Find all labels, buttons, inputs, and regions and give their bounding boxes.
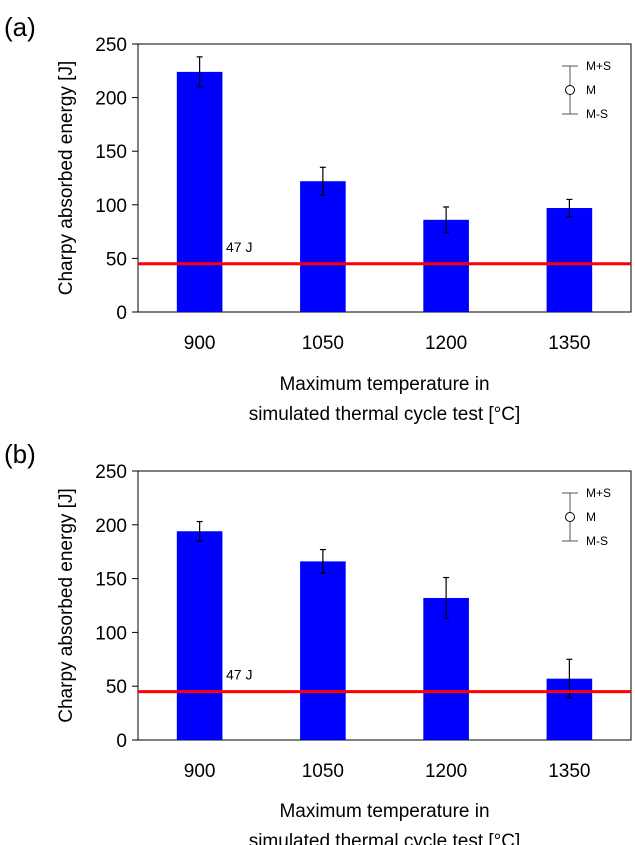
x-tick-label: 1050 xyxy=(302,333,344,354)
y-tick-label: 50 xyxy=(106,677,127,698)
reference-label: 47 J xyxy=(226,239,252,255)
y-tick-label: 100 xyxy=(95,196,127,217)
legend-mean-marker xyxy=(565,85,575,95)
legend-mid-label: M xyxy=(586,83,596,97)
legend-mid-label: M xyxy=(586,510,596,524)
y-tick-label: 0 xyxy=(116,731,127,752)
plot-frame xyxy=(137,470,632,741)
x-tick-label: 1200 xyxy=(425,761,467,782)
legend-upper-label: M+S xyxy=(586,59,611,73)
bar xyxy=(176,531,223,740)
y-tick-label: 0 xyxy=(116,303,127,324)
bar xyxy=(423,597,469,740)
reference-label: 47 J xyxy=(226,667,252,683)
bar xyxy=(300,181,346,312)
x-tick-label: 1050 xyxy=(302,761,344,782)
x-axis-label-line1: Maximum temperature in xyxy=(279,374,489,395)
panel-label: (a) xyxy=(4,12,36,42)
y-tick-label: 200 xyxy=(95,516,127,537)
x-tick-label: 1200 xyxy=(425,333,467,354)
x-axis-label-line2: simulated thermal cycle test [°C] xyxy=(249,404,521,425)
legend-lower-label: M-S xyxy=(586,534,608,548)
x-axis-label-line2: simulated thermal cycle test [°C] xyxy=(249,831,521,845)
chart-panel-2: (b) 0 50 100 150 200 250 900 1050 1200 1350 47 J M+S… xyxy=(4,439,632,845)
plot-frame xyxy=(137,43,632,313)
legend-mean-marker xyxy=(565,512,575,522)
bar xyxy=(546,208,593,312)
x-axis-label-line1: Maximum temperature in xyxy=(279,801,489,822)
chart-panel-1: (a) 0 50 100 150 200 250 900 1050 1200 1350 47 J M+S… xyxy=(4,12,632,425)
panel-label: (b) xyxy=(4,439,36,469)
bar xyxy=(300,561,346,740)
legend-lower-label: M-S xyxy=(586,107,608,121)
bar xyxy=(423,219,469,312)
x-tick-label: 1350 xyxy=(548,761,590,782)
y-axis-label: Charpy absorbed energy [J] xyxy=(56,61,77,295)
y-tick-label: 100 xyxy=(95,623,127,644)
y-tick-label: 150 xyxy=(95,142,127,163)
y-tick-label: 250 xyxy=(95,462,127,483)
legend-upper-label: M+S xyxy=(586,486,611,500)
y-axis-label: Charpy absorbed energy [J] xyxy=(56,488,77,722)
x-tick-label: 900 xyxy=(184,333,216,354)
x-tick-label: 1350 xyxy=(548,333,590,354)
y-tick-label: 250 xyxy=(95,35,127,56)
y-tick-label: 50 xyxy=(106,249,127,270)
bar xyxy=(176,71,223,312)
x-tick-label: 900 xyxy=(184,761,216,782)
y-tick-label: 150 xyxy=(95,570,127,591)
y-tick-label: 200 xyxy=(95,89,127,110)
